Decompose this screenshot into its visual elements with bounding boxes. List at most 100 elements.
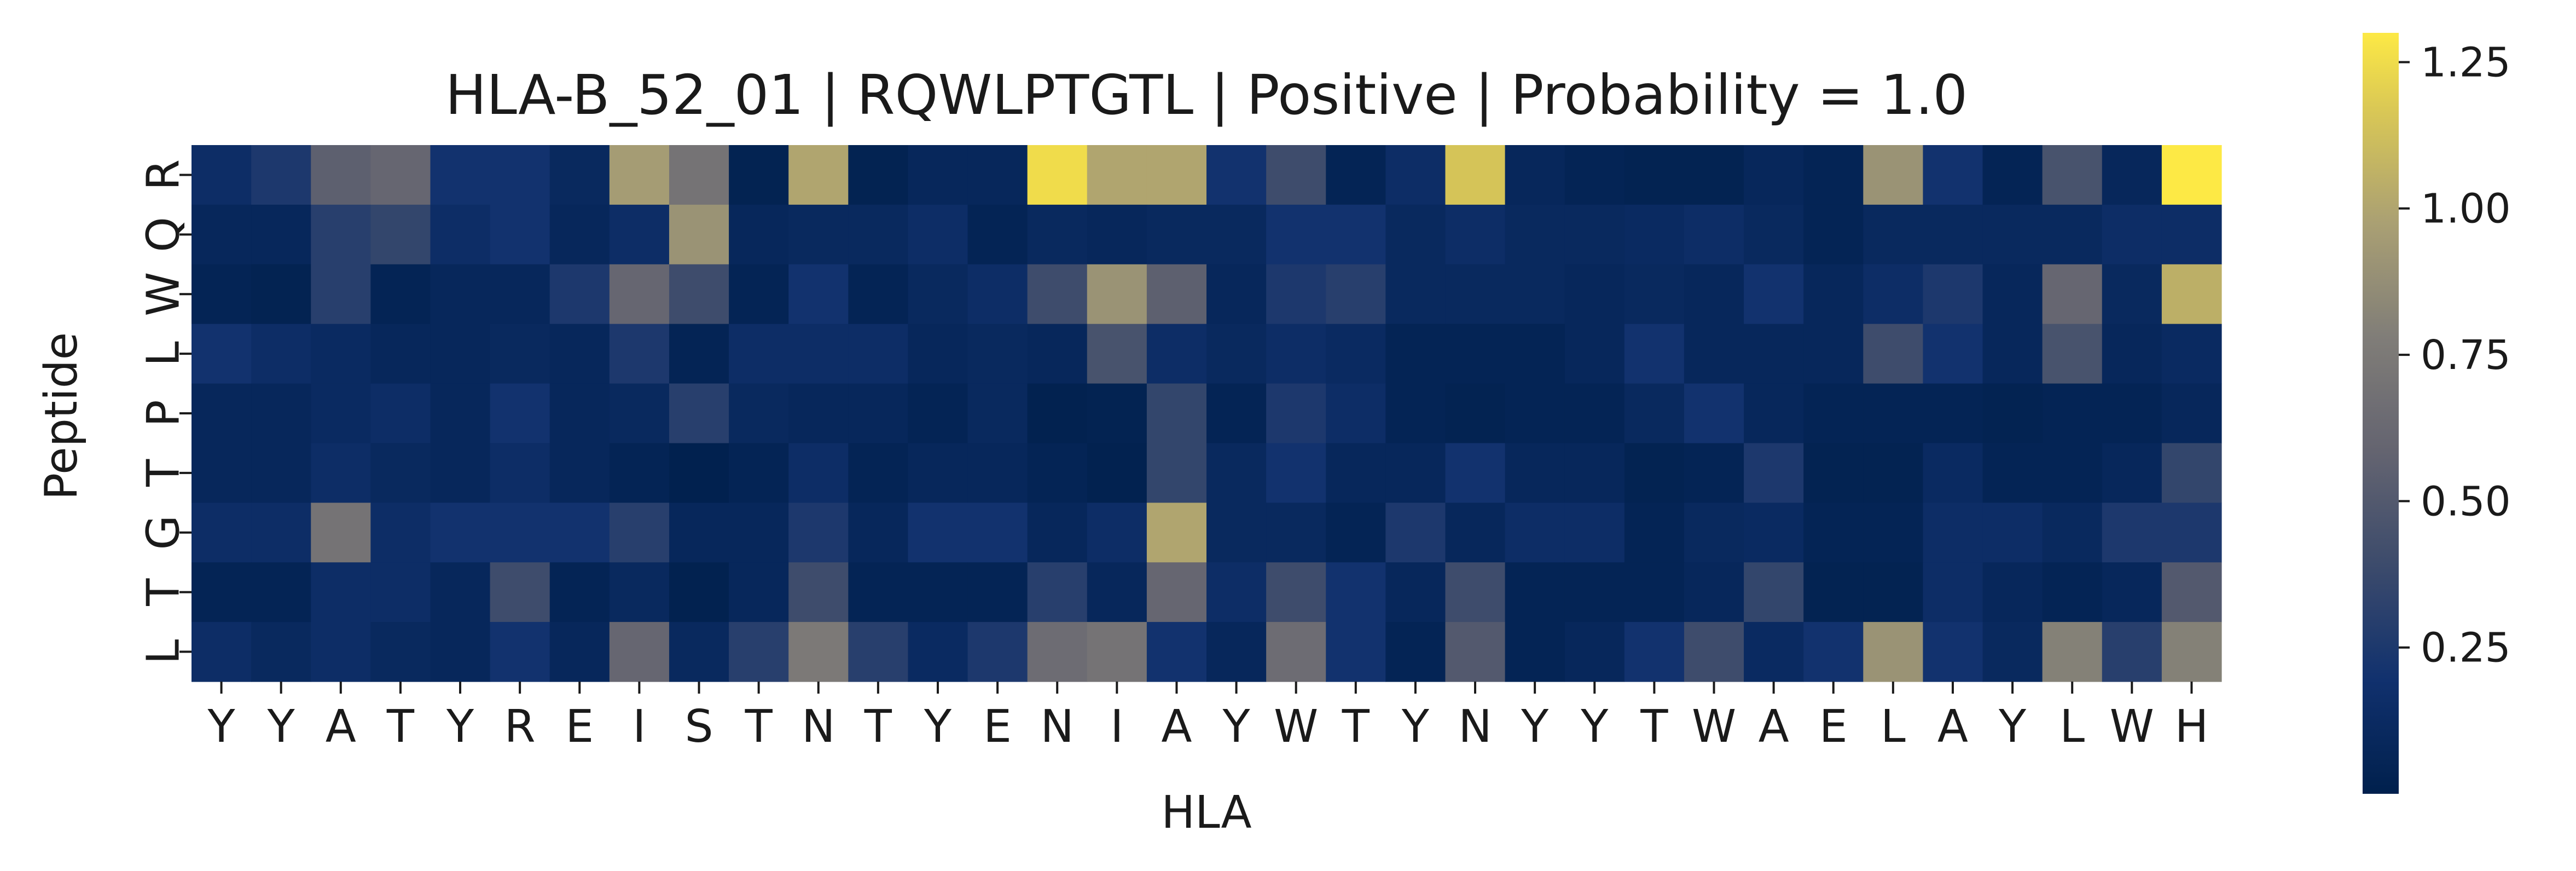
heatmap-cell xyxy=(1027,145,1088,205)
x-tick-label: H xyxy=(2175,701,2209,753)
heatmap-cell xyxy=(1266,204,1326,265)
x-tick-label: W xyxy=(1692,701,1736,753)
heatmap-cell xyxy=(430,264,491,325)
heatmap-cell xyxy=(1803,622,1864,682)
colorbar-tick-label: 1.25 xyxy=(2421,39,2511,86)
x-tick-label: Y xyxy=(1222,701,1251,753)
heatmap-cell xyxy=(669,264,729,325)
heatmap-cell xyxy=(1624,264,1685,325)
colorbar-ticks: 0.25 0.50 0.75 1.00 1.25 xyxy=(2399,39,2511,672)
heatmap-cell xyxy=(1146,264,1207,325)
heatmap-cell xyxy=(1445,443,1506,503)
heatmap-cell xyxy=(370,145,431,205)
heatmap-cell xyxy=(1027,443,1088,503)
heatmap-cell xyxy=(311,383,371,444)
heatmap-cell xyxy=(1146,383,1207,444)
heatmap-cell xyxy=(1624,503,1685,563)
heatmap-cell xyxy=(490,204,550,265)
heatmap-cell xyxy=(1803,503,1864,563)
heatmap-cell xyxy=(549,562,610,622)
heatmap-cell xyxy=(490,383,550,444)
heatmap-cell xyxy=(1027,204,1088,265)
x-tick-label: Y xyxy=(1521,701,1549,753)
heatmap-cell xyxy=(192,264,252,325)
heatmap-cell xyxy=(2102,324,2162,384)
heatmap-cell xyxy=(370,324,431,384)
x-tick-label: N xyxy=(1458,701,1492,753)
x-tick-label: I xyxy=(1110,701,1123,753)
heatmap-cell xyxy=(490,145,550,205)
heatmap-cell xyxy=(1982,503,2043,563)
heatmap-cell xyxy=(609,383,670,444)
heatmap-cell xyxy=(1385,622,1446,682)
heatmap-cell xyxy=(788,622,849,682)
heatmap-cell xyxy=(549,443,610,503)
x-tick-label: I xyxy=(633,701,646,753)
heatmap-cell xyxy=(490,324,550,384)
heatmap-cell xyxy=(251,383,311,444)
heatmap-cell xyxy=(1982,324,2043,384)
heatmap-cell xyxy=(729,503,789,563)
heatmap-cell xyxy=(1564,622,1625,682)
heatmap-cell xyxy=(2102,443,2162,503)
heatmap-cell xyxy=(1087,562,1147,622)
heatmap-cell xyxy=(2161,204,2222,265)
heatmap-cell xyxy=(609,204,670,265)
heatmap-cell xyxy=(1206,622,1267,682)
heatmap-cell xyxy=(251,622,311,682)
heatmap-cell xyxy=(251,145,311,205)
heatmap-cell xyxy=(2042,562,2103,622)
heatmap-cell xyxy=(1684,264,1744,325)
heatmap-cell xyxy=(311,145,371,205)
heatmap-cell xyxy=(1206,562,1267,622)
heatmap-cell xyxy=(1564,443,1625,503)
heatmap-cell xyxy=(1803,562,1864,622)
heatmap-cell xyxy=(370,383,431,444)
heatmap-cell xyxy=(848,145,909,205)
x-tick-label: T xyxy=(864,701,892,753)
heatmap-cell xyxy=(1266,562,1326,622)
heatmap-cell xyxy=(1684,562,1744,622)
heatmap-cell xyxy=(609,443,670,503)
heatmap-cell xyxy=(1445,145,1506,205)
x-tick-label: A xyxy=(326,701,356,753)
heatmap-cell xyxy=(1087,264,1147,325)
heatmap-cell xyxy=(1624,383,1685,444)
heatmap-cell xyxy=(192,204,252,265)
heatmap-cell xyxy=(192,383,252,444)
heatmap-cell xyxy=(490,443,550,503)
heatmap-cell xyxy=(1684,503,1744,563)
heatmap-cell xyxy=(1206,204,1267,265)
x-tick-label: Y xyxy=(267,701,295,753)
heatmap-cell xyxy=(251,204,311,265)
heatmap-cell xyxy=(788,562,849,622)
heatmap-cell xyxy=(1982,264,2043,325)
heatmap-cell xyxy=(967,145,1028,205)
y-tick-label: Q xyxy=(138,217,190,252)
heatmap-cell xyxy=(967,383,1028,444)
heatmap-cell xyxy=(1684,443,1744,503)
heatmap-cell xyxy=(251,264,311,325)
heatmap-cell xyxy=(848,324,909,384)
heatmap-cell xyxy=(490,503,550,563)
heatmap-cell xyxy=(908,324,968,384)
heatmap-cell xyxy=(1923,264,1983,325)
heatmap-cell xyxy=(1923,562,1983,622)
heatmap-cell xyxy=(1146,324,1207,384)
heatmap-cell xyxy=(729,145,789,205)
heatmap-cell xyxy=(1326,562,1386,622)
heatmap-cell xyxy=(1923,383,1983,444)
heatmap-cell xyxy=(2102,145,2162,205)
heatmap-cell xyxy=(1146,443,1207,503)
heatmap-cell xyxy=(967,503,1028,563)
x-axis-label: HLA xyxy=(1161,787,1251,839)
heatmap-cell xyxy=(370,264,431,325)
heatmap-cell xyxy=(430,622,491,682)
heatmap-cell xyxy=(1982,145,2043,205)
heatmap-cell xyxy=(1982,443,2043,503)
heatmap-cell xyxy=(788,204,849,265)
heatmap-cell xyxy=(1385,383,1446,444)
heatmap-cell xyxy=(1326,383,1386,444)
heatmap-cell xyxy=(1206,443,1267,503)
